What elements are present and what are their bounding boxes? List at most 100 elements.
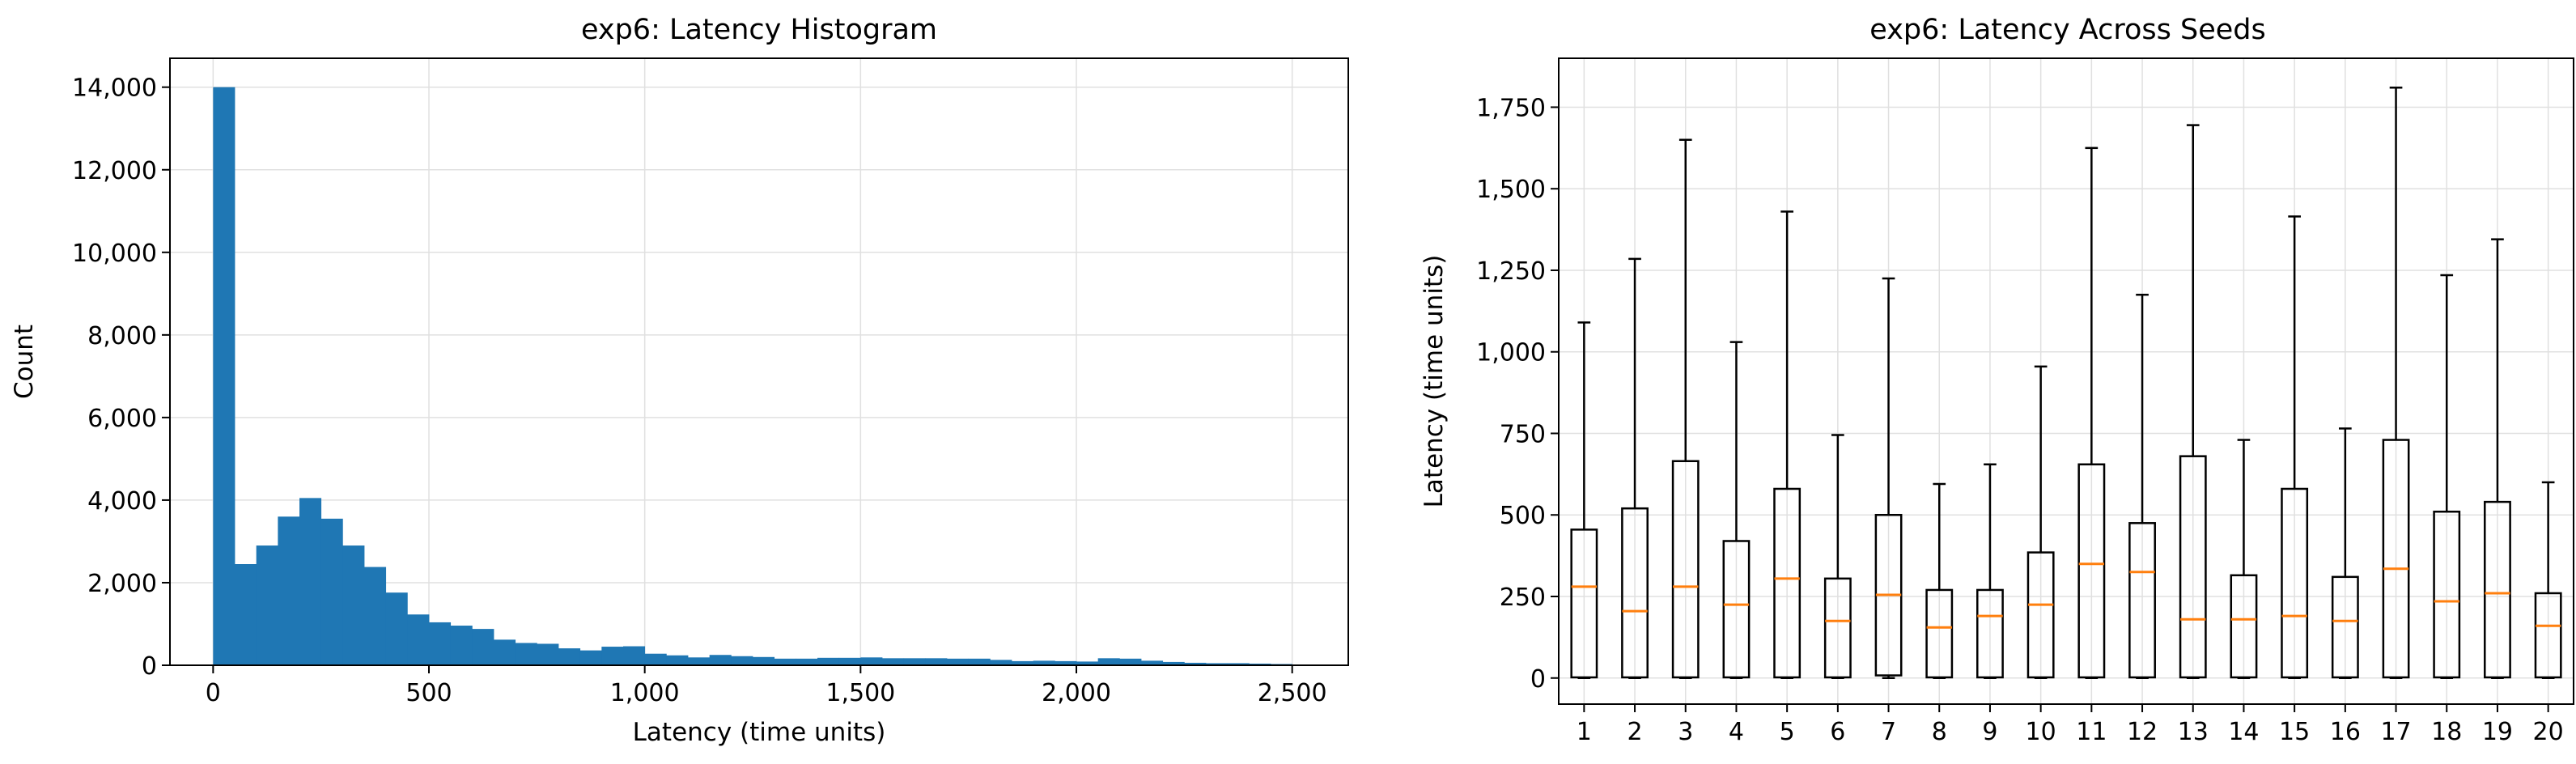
histogram-bar: [1097, 658, 1120, 665]
histogram-bar: [1033, 660, 1055, 665]
histogram-bar: [753, 656, 775, 665]
histogram-bar: [666, 655, 689, 665]
box-iqr: [2484, 500, 2511, 679]
histogram-y-tick-label: 6,000: [87, 405, 157, 433]
histogram-bar: [1184, 662, 1207, 665]
histogram-bar: [256, 545, 278, 665]
boxplot-title: exp6: Latency Across Seeds: [1869, 14, 2265, 46]
histogram-bar: [235, 564, 257, 665]
histogram-bar: [925, 658, 948, 665]
boxplot-x-tick-label: 12: [2127, 718, 2158, 746]
histogram-bar: [364, 567, 387, 665]
box-seed-13: [2179, 124, 2207, 680]
box-seed-15: [2281, 215, 2309, 680]
boxplot-x-tick-label: 9: [1982, 718, 1997, 746]
histogram-bar: [990, 660, 1012, 665]
boxplot-x-tick-label: 1: [1577, 718, 1592, 746]
histogram-bar: [731, 656, 753, 665]
box-seed-5: [1773, 210, 1802, 680]
histogram-x-tick-label: 1,000: [610, 679, 680, 707]
box-iqr: [1621, 507, 1649, 679]
box-iqr: [2128, 522, 2156, 679]
boxplot-y-tick-label: 250: [1500, 584, 1546, 612]
histogram-bar: [968, 658, 991, 665]
boxplot-x-tick-label: 3: [1678, 718, 1693, 746]
boxplot-x-tick-label: 4: [1729, 718, 1744, 746]
box-iqr: [2077, 463, 2106, 679]
histogram-bar: [579, 650, 602, 665]
histogram-bar: [1206, 663, 1229, 665]
box-seed-2: [1621, 257, 1649, 680]
histogram-bar: [1227, 663, 1250, 665]
box-seed-7: [1874, 277, 1903, 680]
box-iqr: [2433, 510, 2461, 679]
boxplot-x-tick-label: 18: [2431, 718, 2462, 746]
boxplot-y-tick-label: 1,250: [1476, 257, 1546, 286]
boxplot-x-tick-label: 17: [2380, 718, 2411, 746]
box-seed-11: [2077, 146, 2106, 680]
boxplot-x-tick-label: 8: [1932, 718, 1947, 746]
histogram-bar: [1012, 660, 1034, 665]
histogram-y-tick-label: 8,000: [87, 322, 157, 350]
histogram-bar: [472, 629, 494, 665]
box-seed-9: [1976, 463, 2004, 680]
histogram-bar: [1162, 661, 1185, 665]
histogram-bar: [796, 658, 818, 665]
histogram-y-tick-label: 14,000: [72, 74, 157, 103]
box-iqr: [2230, 574, 2258, 679]
histogram-bar: [213, 87, 236, 665]
boxplot-panel: exp6: Latency Across Seeds 1 2 3 4 5 6 7 8 9 10 11…: [1420, 14, 2574, 746]
histogram-x-axis-label: Latency (time units): [633, 718, 886, 747]
histogram-x-tick-label: 0: [206, 679, 221, 707]
box-iqr: [1671, 460, 1700, 679]
histogram-bar: [407, 614, 430, 665]
histogram-bar: [515, 643, 537, 665]
histogram-bar: [774, 658, 796, 665]
boxplot-x-tick-label: 7: [1881, 718, 1896, 746]
histogram-y-tick-label: 0: [142, 652, 157, 681]
histogram-bar: [644, 653, 667, 665]
histogram-bar: [903, 658, 926, 665]
histogram-bar: [450, 626, 473, 665]
histogram-bar: [1141, 660, 1164, 665]
boxplot-y-tick-label: 1,750: [1476, 94, 1546, 122]
box-seed-18: [2433, 274, 2461, 680]
boxplot-y-ticks: 0 250 500 750 1,000 1,250 1,500 1,750: [1476, 94, 1559, 694]
histogram-bar: [494, 639, 516, 665]
box-iqr: [1925, 588, 1954, 679]
histogram-x-tick-label: 1,500: [825, 679, 895, 707]
histogram-bar: [817, 657, 840, 665]
histogram-x-tick-label: 2,500: [1258, 679, 1327, 707]
box-iqr: [2281, 487, 2309, 679]
box-iqr: [1722, 540, 1751, 679]
boxplot-x-tick-label: 13: [2178, 718, 2209, 746]
boxplot-x-tick-label: 11: [2076, 718, 2107, 746]
histogram-bar: [601, 647, 624, 665]
histogram-bar: [537, 643, 559, 665]
histogram-bar: [838, 657, 861, 665]
histogram-bar: [320, 518, 343, 665]
box-seed-4: [1722, 341, 1751, 680]
box-seed-1: [1570, 321, 1598, 680]
boxplot-x-tick-label: 10: [2026, 718, 2056, 746]
box-seed-16: [2331, 427, 2359, 680]
box-seed-17: [2382, 87, 2410, 680]
box-iqr: [1570, 528, 1598, 679]
histogram-bar: [1119, 658, 1142, 665]
histogram-y-axis-label: Count: [10, 325, 39, 399]
histogram-x-tick-label: 500: [405, 679, 452, 707]
histogram-bar: [429, 622, 452, 665]
box-iqr: [1773, 487, 1802, 679]
histogram-bar: [1076, 661, 1099, 665]
histogram-bar: [882, 658, 905, 665]
boxplot-y-tick-label: 1,500: [1476, 176, 1546, 204]
box-seed-20: [2534, 481, 2562, 680]
boxplot-y-tick-label: 1,000: [1476, 339, 1546, 367]
boxplot-boxes: [1570, 87, 2562, 680]
histogram-panel: exp6: Latency Histogram 0 500 1,000 1,500 2,…: [10, 14, 1349, 747]
boxplot-x-tick-label: 16: [2330, 718, 2361, 746]
histogram-y-tick-label: 4,000: [87, 487, 157, 516]
histogram-bar: [709, 655, 732, 665]
boxplot-x-tick-label: 5: [1780, 718, 1795, 746]
